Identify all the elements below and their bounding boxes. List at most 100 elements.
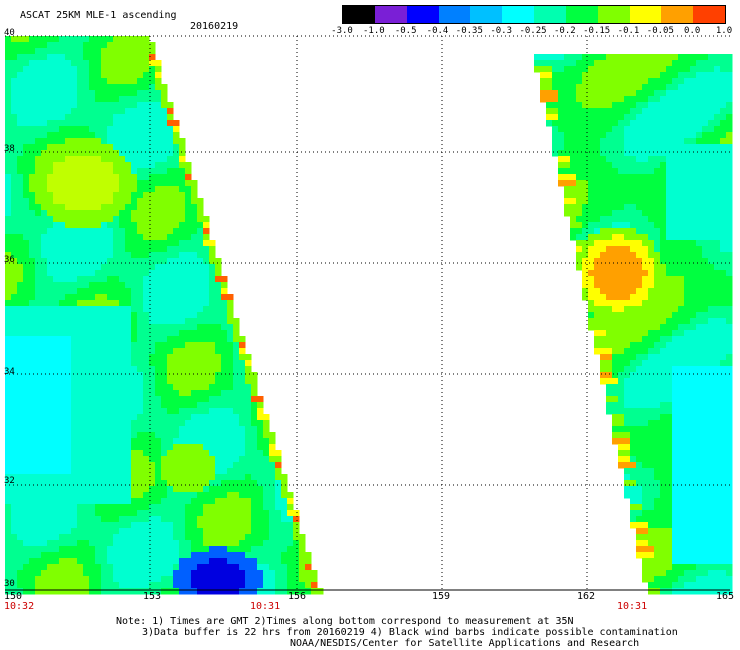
field-cell (239, 336, 246, 343)
field-cell (690, 492, 697, 499)
field-cell (41, 210, 48, 217)
field-cell (726, 186, 733, 193)
field-cell (648, 408, 655, 415)
field-cell (594, 96, 601, 103)
field-cell (131, 78, 138, 85)
field-cell (197, 468, 204, 475)
field-cell (101, 450, 108, 457)
field-cell (143, 462, 150, 469)
field-cell (233, 342, 240, 349)
field-cell (161, 246, 168, 253)
field-cell (179, 288, 186, 295)
field-cell (77, 234, 84, 241)
field-cell (720, 288, 727, 295)
field-cell (125, 156, 132, 163)
field-cell (47, 330, 54, 337)
field-cell (101, 498, 108, 505)
field-cell (41, 408, 48, 415)
field-cell (672, 180, 679, 187)
field-cell (131, 402, 138, 409)
field-cell (89, 78, 96, 85)
field-cell (143, 522, 150, 529)
field-cell (672, 450, 679, 457)
field-cell (155, 222, 162, 229)
field-cell (618, 264, 625, 271)
field-cell (119, 138, 126, 145)
field-cell (119, 408, 126, 415)
field-cell (11, 378, 18, 385)
field-cell (41, 240, 48, 247)
field-cell (227, 306, 234, 313)
field-cell (59, 60, 66, 67)
field-cell (215, 384, 222, 391)
field-cell (666, 204, 673, 211)
field-cell (702, 252, 709, 259)
field-cell (630, 264, 637, 271)
field-cell (678, 174, 685, 181)
field-cell (654, 72, 661, 79)
field-cell (630, 390, 637, 397)
field-cell (702, 468, 709, 475)
field-cell (107, 420, 114, 427)
field-cell (245, 378, 252, 385)
field-cell (690, 102, 697, 109)
field-cell (570, 84, 577, 91)
field-cell (107, 306, 114, 313)
field-cell (708, 228, 715, 235)
field-cell (65, 366, 72, 373)
field-cell (197, 504, 204, 511)
field-cell (564, 132, 571, 139)
field-cell (119, 276, 126, 283)
field-cell (83, 54, 90, 61)
field-cell (227, 342, 234, 349)
field-cell (612, 138, 619, 145)
field-cell (95, 270, 102, 277)
field-cell (606, 228, 613, 235)
field-cell (600, 300, 607, 307)
field-cell (678, 204, 685, 211)
field-cell (642, 456, 649, 463)
field-cell (696, 456, 703, 463)
field-cell (179, 180, 186, 187)
field-cell (594, 318, 601, 325)
field-cell (600, 312, 607, 319)
field-cell (167, 132, 174, 139)
field-cell (95, 96, 102, 103)
field-cell (209, 510, 216, 517)
field-cell (113, 258, 120, 265)
field-cell (89, 168, 96, 175)
field-cell (11, 60, 18, 67)
field-cell (636, 384, 643, 391)
field-cell (119, 204, 126, 211)
field-cell (77, 252, 84, 259)
field-cell (702, 84, 709, 91)
field-cell (59, 150, 66, 157)
field-cell (47, 132, 54, 139)
field-cell (702, 126, 709, 133)
field-cell (179, 516, 186, 523)
field-cell (107, 378, 114, 385)
field-cell (648, 78, 655, 85)
field-cell (71, 114, 78, 121)
field-cell (101, 132, 108, 139)
field-cell (143, 288, 150, 295)
field-cell (636, 480, 643, 487)
field-cell (660, 486, 667, 493)
field-cell (203, 486, 210, 493)
field-cell (149, 384, 156, 391)
field-cell (690, 258, 697, 265)
field-cell (11, 516, 18, 523)
field-cell (107, 360, 114, 367)
field-cell (101, 54, 108, 61)
field-cell (29, 132, 36, 139)
field-cell (594, 204, 601, 211)
field-cell (606, 396, 613, 403)
field-cell (221, 330, 228, 337)
field-cell (125, 438, 132, 445)
field-cell (41, 90, 48, 97)
field-cell (702, 198, 709, 205)
field-cell (149, 300, 156, 307)
field-cell (17, 234, 24, 241)
field-cell (17, 264, 24, 271)
field-cell (83, 426, 90, 433)
